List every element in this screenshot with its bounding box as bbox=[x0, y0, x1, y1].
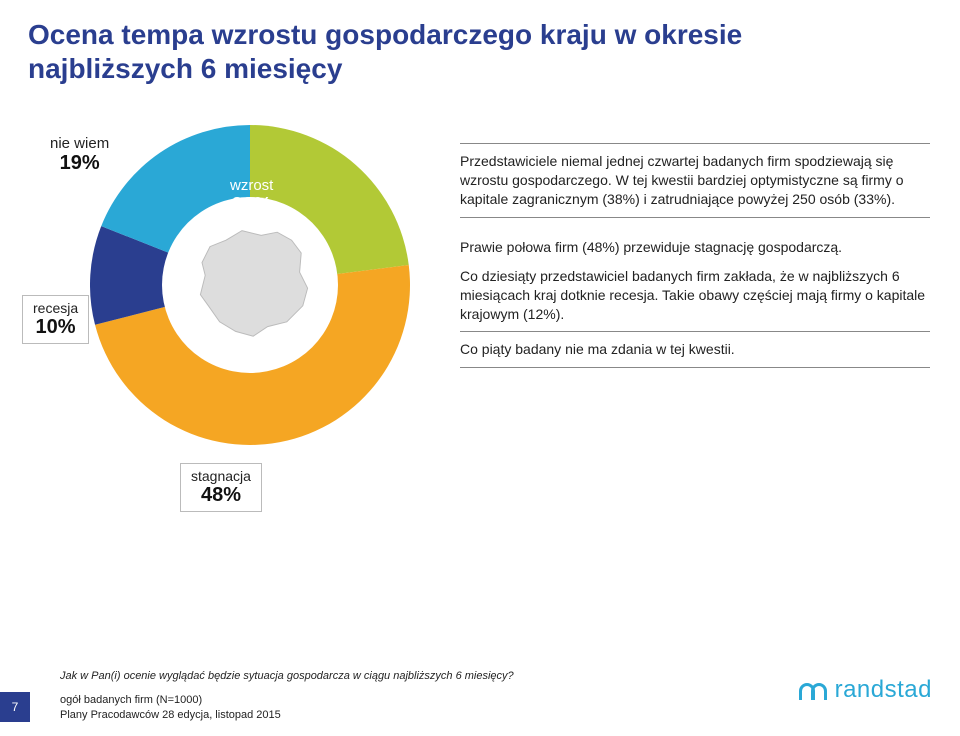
label-name: wzrost bbox=[230, 177, 273, 194]
title-line-1: Ocena tempa wzrostu gospodarczego kraju … bbox=[28, 18, 960, 52]
label-pct: 48% bbox=[191, 484, 251, 507]
brand-logo: randstad bbox=[799, 676, 932, 704]
donut-chart bbox=[90, 125, 410, 445]
donut-chart-area: nie wiem 19% wzrost 23% recesja 10% stag… bbox=[0, 105, 460, 505]
commentary-p3: Co dziesiąty przedstawiciel badanych fir… bbox=[460, 267, 930, 324]
label-pct: 19% bbox=[50, 152, 109, 175]
rule bbox=[460, 217, 930, 218]
commentary-column: Przedstawiciele niemal jednej czwartej b… bbox=[460, 105, 960, 505]
callout-recesja: recesja 10% bbox=[22, 295, 89, 344]
commentary-p2: Prawie połowa firm (48%) przewiduje stag… bbox=[460, 238, 930, 257]
page-title: Ocena tempa wzrostu gospodarczego kraju … bbox=[0, 0, 960, 85]
callout-stagnacja: stagnacja 48% bbox=[180, 463, 262, 512]
label-wzrost: wzrost 23% bbox=[230, 177, 273, 217]
label-pct: 23% bbox=[230, 194, 273, 217]
rule bbox=[460, 367, 930, 368]
label-name: stagnacja bbox=[191, 468, 251, 484]
donut-svg bbox=[90, 125, 410, 445]
rule bbox=[460, 331, 930, 332]
label-name: nie wiem bbox=[50, 135, 109, 152]
label-pct: 10% bbox=[33, 316, 78, 339]
content-row: nie wiem 19% wzrost 23% recesja 10% stag… bbox=[0, 105, 960, 505]
label-nie-wiem: nie wiem 19% bbox=[50, 135, 109, 175]
footer-caption-1: ogół badanych firm (N=1000) bbox=[60, 693, 281, 707]
brand-logo-text: randstad bbox=[835, 676, 932, 704]
footer: Jak w Pan(i) ocenie wyglądać będzie sytu… bbox=[0, 670, 960, 722]
page-number: 7 bbox=[0, 692, 30, 722]
rule bbox=[460, 143, 930, 144]
footer-caption-2: Plany Pracodawców 28 edycja, listopad 20… bbox=[60, 708, 281, 722]
commentary-p1: Przedstawiciele niemal jednej czwartej b… bbox=[460, 152, 930, 209]
label-name: recesja bbox=[33, 300, 78, 316]
title-line-2: najbliższych 6 miesięcy bbox=[28, 52, 960, 86]
footer-caption: ogół badanych firm (N=1000) Plany Pracod… bbox=[60, 693, 281, 722]
commentary-p4: Co piąty badany nie ma zdania w tej kwes… bbox=[460, 340, 930, 359]
brand-logo-icon bbox=[799, 680, 827, 700]
